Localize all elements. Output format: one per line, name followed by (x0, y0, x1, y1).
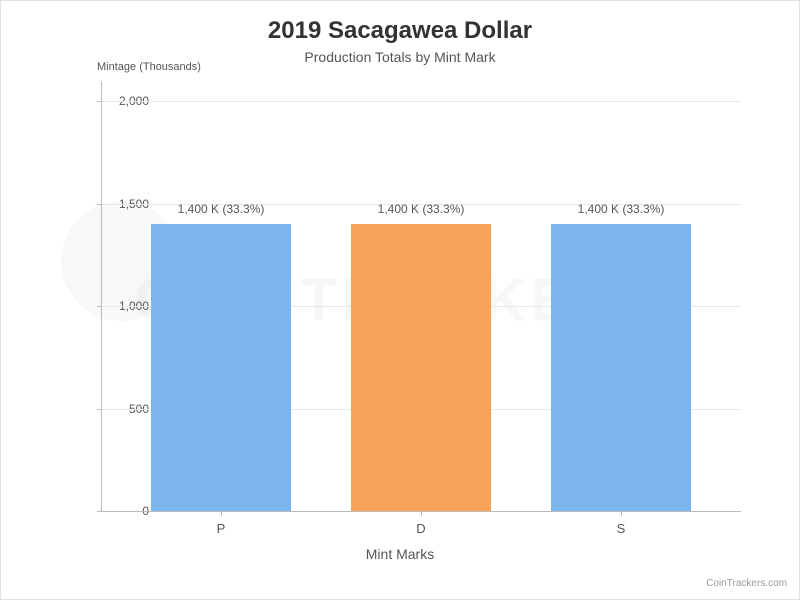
bar-value-label: 1,400 K (33.3%) (178, 202, 265, 216)
x-tick-label: D (416, 521, 425, 536)
bar (351, 224, 491, 511)
plot-area: 1,400 K (33.3%) 1,400 K (33.3%) 1,400 K (3… (101, 81, 741, 511)
x-tick-label: S (617, 521, 626, 536)
x-tick-mark (621, 511, 622, 516)
credit-label: CoinTrackers.com (706, 578, 787, 589)
chart-container: COINTRACKERS 2019 Sacagawea Dollar Produ… (0, 0, 800, 600)
gridline (101, 101, 741, 102)
x-tick-mark (221, 511, 222, 516)
bar (551, 224, 691, 511)
y-axis-title: Mintage (Thousands) (97, 61, 201, 73)
bar-value-label: 1,400 K (33.3%) (578, 202, 665, 216)
chart-title: 2019 Sacagawea Dollar (1, 1, 799, 45)
x-axis-title: Mint Marks (366, 546, 434, 562)
bar-value-label: 1,400 K (33.3%) (378, 202, 465, 216)
y-axis-line (101, 81, 102, 511)
x-tick-label: P (217, 521, 226, 536)
x-tick-mark (421, 511, 422, 516)
bar (151, 224, 291, 511)
